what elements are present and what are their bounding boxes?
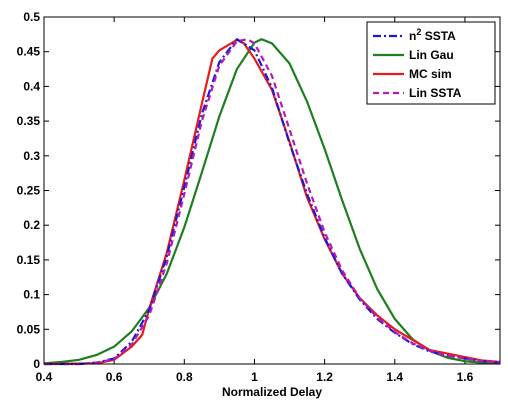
y-tick-label: 0.5 bbox=[23, 10, 40, 24]
x-tick-label: 0.8 bbox=[176, 370, 193, 384]
x-tick-label: 1 bbox=[251, 370, 258, 384]
series-line-n2-ssta bbox=[44, 38, 501, 366]
y-tick-label: 0.05 bbox=[17, 322, 41, 336]
legend-label-base: n bbox=[409, 29, 416, 43]
plot-frame bbox=[43, 16, 501, 365]
y-tick-label: 0.15 bbox=[17, 253, 41, 267]
x-tick-label: 1.4 bbox=[386, 370, 403, 384]
legend-label-rest: SSTA bbox=[421, 29, 456, 43]
x-tick-label: 0.4 bbox=[36, 370, 53, 384]
legend-label-base: Lin Gau bbox=[409, 48, 454, 62]
y-tick-label: 0.3 bbox=[23, 149, 40, 163]
y-tick-label: 0.4 bbox=[23, 79, 40, 93]
x-tick-label: 0.6 bbox=[106, 370, 123, 384]
y-tick-label: 0.45 bbox=[17, 45, 41, 59]
y-tick-label: 0 bbox=[33, 357, 40, 371]
legend-label-superscript: 2 bbox=[416, 27, 421, 37]
legend-label: MC sim bbox=[409, 67, 452, 81]
x-axis-ticks: 0.4 0.6 0.8 1 1.2 1.4 1.6 bbox=[36, 17, 474, 384]
y-tick-label: 0.25 bbox=[17, 184, 41, 198]
series-line-lin-ssta bbox=[44, 38, 501, 366]
legend-box bbox=[366, 21, 496, 105]
legend-label-base: MC sim bbox=[409, 67, 452, 81]
y-tick-label: 0.2 bbox=[23, 218, 40, 232]
legend-label: n2 SSTA bbox=[409, 27, 456, 43]
y-axis-ticks: 0 0.05 0.1 0.15 0.2 0.25 0.3 0.35 0.4 0.45 0.5 bbox=[17, 10, 500, 371]
x-tick-label: 1.6 bbox=[457, 370, 474, 384]
legend-items: n2 SSTA Lin Gau MC sim Lin SSTA bbox=[373, 27, 462, 100]
series-lines bbox=[43, 38, 501, 366]
legend: n2 SSTA Lin Gau MC sim Lin SSTA bbox=[366, 21, 496, 105]
x-axis-label: Normalized Delay bbox=[222, 385, 322, 399]
y-tick-label: 0.1 bbox=[23, 288, 40, 302]
legend-label: Lin Gau bbox=[409, 48, 454, 62]
x-tick-label: 1.2 bbox=[316, 370, 333, 384]
legend-label: Lin SSTA bbox=[409, 86, 462, 100]
y-tick-label: 0.35 bbox=[17, 114, 41, 128]
legend-label-base: Lin SSTA bbox=[409, 86, 462, 100]
